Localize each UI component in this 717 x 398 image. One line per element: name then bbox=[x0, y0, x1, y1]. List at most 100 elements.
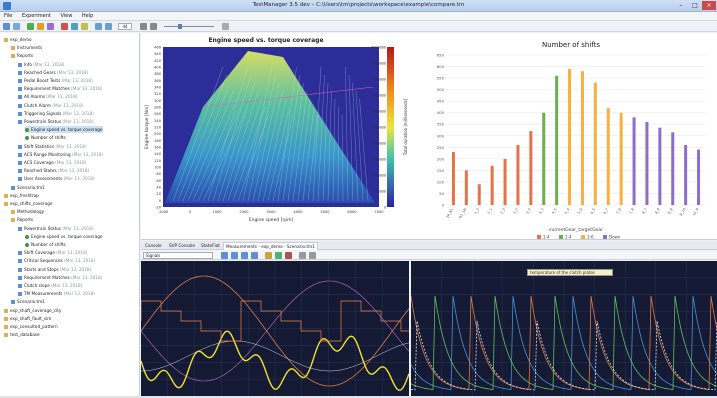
tree-node[interactable]: Shift Statistics (Mar 13, 2018) bbox=[18, 143, 86, 150]
minimize-button[interactable]: – bbox=[679, 2, 683, 9]
chart-icon[interactable] bbox=[71, 23, 78, 30]
tree-node[interactable]: Powertrain Status (Mar 13, 2018) bbox=[18, 118, 94, 125]
heatmap-xtick: -1000 bbox=[158, 210, 169, 214]
menu-view[interactable]: View bbox=[60, 13, 73, 19]
heatmap-xtick: 0 bbox=[189, 210, 192, 214]
time-slider-handle[interactable] bbox=[178, 24, 182, 29]
cursor-icon[interactable] bbox=[221, 252, 228, 259]
tree-node[interactable]: Info (Mar 13, 2018) bbox=[18, 61, 64, 68]
heatmap-xtick: 5000 bbox=[320, 210, 330, 214]
tree-node-label: Instruments bbox=[17, 45, 43, 51]
stop-icon[interactable] bbox=[37, 23, 44, 30]
colorbar-label: Total duration [milliseconds] bbox=[403, 98, 408, 156]
tree-node[interactable]: Requirement Matches (Mar 13, 2018) bbox=[18, 85, 102, 92]
coverage-streak bbox=[252, 82, 280, 202]
bar-xtick: 5_4 bbox=[564, 208, 570, 215]
fit-icon[interactable] bbox=[140, 23, 147, 30]
menu-experiment[interactable]: Experiment bbox=[21, 13, 51, 19]
run-icon[interactable] bbox=[27, 23, 34, 30]
tree-node[interactable]: exp_shaft_coverage_city bbox=[4, 307, 61, 314]
tree-node[interactable]: User Assessments (Mar 13, 2018) bbox=[18, 175, 95, 182]
marker-icon[interactable] bbox=[265, 252, 272, 259]
time-slider-track[interactable] bbox=[164, 26, 214, 27]
limit-line bbox=[202, 86, 374, 108]
tree-node[interactable]: Number of shifts bbox=[25, 134, 66, 141]
heatmap-ytick: 340 bbox=[154, 86, 162, 90]
menu-help[interactable]: Help bbox=[81, 13, 94, 19]
maximize-button[interactable]: □ bbox=[692, 2, 698, 9]
zoom-in-icon[interactable] bbox=[95, 23, 102, 30]
tree-node[interactable]: Scenario.tm1 bbox=[11, 298, 45, 305]
split-icon[interactable] bbox=[309, 252, 316, 259]
play-icon[interactable] bbox=[275, 252, 282, 259]
new-icon[interactable] bbox=[3, 23, 10, 30]
scope-plot-right[interactable]: temperature of the clutch plates bbox=[410, 261, 717, 396]
tree-node[interactable]: Instruments bbox=[11, 44, 42, 51]
tree-node[interactable]: Engine speed vs. torque coverage bbox=[25, 233, 103, 240]
tree-node[interactable]: Scenario.tm1 bbox=[11, 184, 45, 191]
layout-icon[interactable] bbox=[299, 252, 306, 259]
record-icon[interactable] bbox=[61, 23, 68, 30]
tree-node[interactable]: exp_freshtrap bbox=[4, 192, 39, 199]
tree-node[interactable]: ACS Coverage (Mar 13, 2018) bbox=[18, 159, 86, 166]
signal-selector[interactable]: Signals bbox=[143, 252, 213, 259]
bar-xtick: 8_7 bbox=[641, 208, 647, 215]
legend-label: Down bbox=[609, 235, 621, 240]
tab-stateflat[interactable]: StateFlat bbox=[201, 243, 220, 248]
view-tabs: Console SVP Console StateFlat Measuremen… bbox=[141, 241, 717, 250]
tree-node[interactable]: exp_demo bbox=[4, 36, 32, 43]
heatmap-ytick: 80 bbox=[156, 172, 161, 176]
tree-node[interactable]: exp_shifts_coverage bbox=[4, 200, 53, 207]
bar-ytick: 150 bbox=[437, 168, 445, 173]
close-button[interactable]: × bbox=[702, 1, 716, 10]
zoom-icon[interactable] bbox=[231, 252, 238, 259]
tree-node[interactable]: Pedal Boost Tests (Mar 13, 2018) bbox=[18, 77, 93, 84]
zoom-out-icon[interactable] bbox=[105, 23, 112, 30]
coverage-streak bbox=[337, 106, 339, 202]
tree-node[interactable]: Reports bbox=[11, 52, 33, 59]
grid-icon[interactable] bbox=[241, 252, 248, 259]
tree-node[interactable]: Reports bbox=[11, 216, 33, 223]
tree-node[interactable]: exp_consulted_pattern bbox=[4, 323, 58, 330]
tree-node[interactable]: Reached States (Mar 13, 2018) bbox=[18, 167, 89, 174]
filter-icon[interactable] bbox=[81, 23, 88, 30]
export-icon[interactable] bbox=[251, 252, 258, 259]
tab-console[interactable]: Console bbox=[145, 243, 162, 248]
refresh-icon[interactable] bbox=[222, 23, 229, 30]
tree-node[interactable]: TM Measurements (Mar 13, 2018) bbox=[18, 290, 95, 297]
zoom-field[interactable]: 44 bbox=[118, 23, 132, 30]
coverage-streak bbox=[307, 114, 318, 202]
tree-node[interactable]: test_database bbox=[4, 331, 40, 338]
tree-node[interactable]: Methodology bbox=[11, 208, 44, 215]
chart-item-icon bbox=[25, 234, 29, 239]
tab-svp-console[interactable]: SVP Console bbox=[169, 243, 196, 248]
scope-plot-left[interactable] bbox=[140, 261, 421, 396]
tree-node[interactable]: All Alarms (Mar 13, 2018) bbox=[18, 93, 78, 100]
coverage-streak bbox=[312, 66, 322, 202]
settings-icon[interactable] bbox=[47, 23, 54, 30]
tree-node-label: exp_freshtrap bbox=[10, 192, 39, 198]
tree-node[interactable]: Requirement Matches (Mar 13, 2018) bbox=[18, 274, 102, 281]
coverage-streak bbox=[327, 90, 332, 202]
tree-node[interactable]: Number of shifts bbox=[25, 241, 66, 248]
tree-node-label: Shift Statistics bbox=[24, 143, 54, 149]
tree-node[interactable]: Clutch Alarm (Mar 13, 2018) bbox=[18, 102, 83, 109]
tree-node-date: (Mar 13, 2018) bbox=[49, 283, 83, 288]
tree-node[interactable]: Critical Sequences (Mar 13, 2018) bbox=[18, 257, 95, 264]
open-icon[interactable] bbox=[13, 23, 20, 30]
tree-node[interactable]: Starts and Stops (Mar 13, 2018) bbox=[18, 266, 91, 273]
tree-node[interactable]: Engine speed vs. torque coverage bbox=[25, 126, 103, 134]
heatmap-ytick: 400 bbox=[154, 66, 162, 70]
tree-node[interactable]: Shift Coverage (Mar 13, 2018) bbox=[18, 249, 87, 256]
coverage-streak bbox=[292, 90, 308, 202]
menu-file[interactable]: File bbox=[4, 13, 13, 19]
tree-node[interactable]: exp_shaft_fault_sim bbox=[4, 315, 51, 322]
tab-measurements[interactable]: Measurements - exp_demo - Scenario.tm1 bbox=[223, 242, 318, 250]
tree-node[interactable]: Clutch slope (Mar 13, 2018) bbox=[18, 282, 82, 289]
pan-icon[interactable] bbox=[150, 23, 157, 30]
tree-node[interactable]: Triggering Signals (Mar 13, 2018) bbox=[18, 110, 94, 117]
tree-node[interactable]: Powertrain Status (Mar 13, 2018) bbox=[18, 225, 94, 232]
tree-node[interactable]: Reached Gears (Mar 13, 2018) bbox=[18, 69, 88, 76]
tree-node[interactable]: ACS Range Monitoring (Mar 13, 2018) bbox=[18, 151, 103, 158]
pause-icon[interactable] bbox=[285, 252, 292, 259]
